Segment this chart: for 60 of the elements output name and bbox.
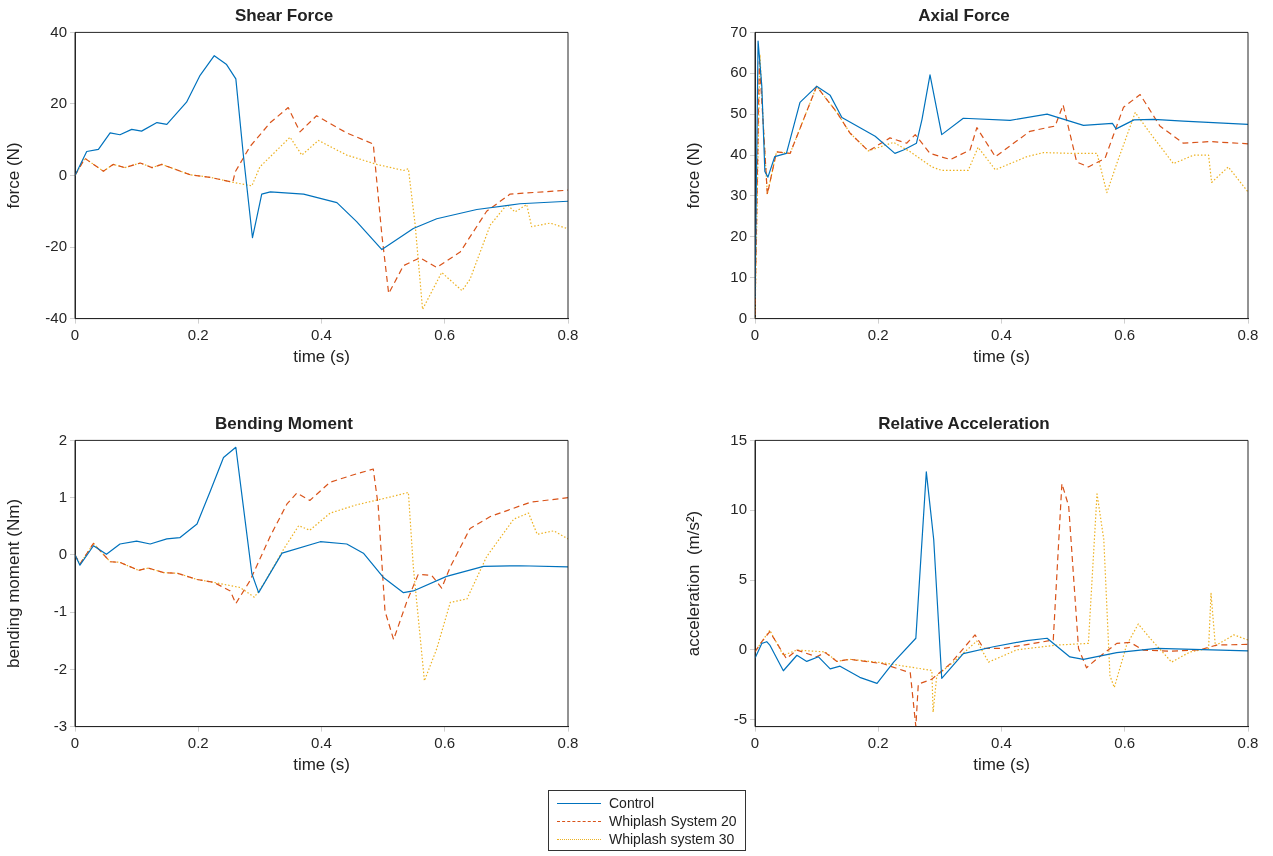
y-tick-label: -40	[45, 308, 67, 326]
legend-label: Whiplash System 20	[609, 813, 737, 829]
x-tick-label: 0.4	[991, 325, 1012, 343]
y-tick-label: 60	[730, 63, 747, 81]
x-axis-title: time (s)	[973, 347, 1030, 367]
y-axis-title: force (N)	[3, 142, 23, 209]
chart-title: Bending Moment	[215, 413, 354, 433]
chart-title: Shear Force	[234, 5, 334, 25]
y-axis-title: force (N)	[683, 142, 703, 209]
x-axis-title: time (s)	[973, 755, 1030, 775]
y-tick-label: 5	[738, 570, 747, 588]
y-tick-label: 0	[738, 639, 747, 657]
y-tick-label: -5	[733, 709, 747, 727]
x-tick-label: 0.8	[1237, 733, 1259, 751]
y-tick-label: 40	[730, 145, 747, 163]
line-series	[75, 468, 568, 641]
y-tick-label: 0	[58, 545, 67, 563]
x-tick-label: 0.6	[1114, 325, 1136, 343]
x-tick-label: 0.8	[557, 733, 579, 751]
x-tick-label: 0	[70, 325, 80, 343]
x-axis-title: time (s)	[293, 347, 350, 367]
y-tick-label: 20	[50, 94, 67, 112]
chart-title: Axial Force	[918, 5, 1010, 25]
legend-label: Whiplash system 30	[609, 831, 735, 847]
x-tick-label: 0.6	[434, 733, 456, 751]
y-tick-label: 20	[730, 226, 747, 244]
x-tick-label: 0	[70, 733, 80, 751]
x-axis-title: time (s)	[293, 755, 350, 775]
x-tick-label: 0.8	[1237, 325, 1259, 343]
y-tick-label: 50	[730, 104, 747, 122]
y-tick-label: 0	[738, 308, 747, 326]
x-tick-label: 0.6	[1114, 733, 1136, 751]
y-tick-label: 70	[730, 22, 747, 40]
y-tick-label: 1	[58, 487, 67, 505]
x-tick-label: 0.8	[557, 325, 579, 343]
y-tick-label: 2	[58, 430, 67, 448]
y-tick-label: 15	[730, 430, 747, 448]
y-tick-label: -3	[53, 716, 67, 734]
legend-label: Control	[609, 795, 655, 811]
x-tick-label: 0.4	[311, 733, 332, 751]
chart-title: Relative Acceleration	[878, 413, 1050, 433]
y-tick-label: -2	[53, 659, 67, 677]
y-tick-label: 0	[58, 165, 67, 183]
x-tick-label: 0.2	[867, 325, 889, 343]
y-tick-label: 40	[50, 22, 67, 40]
x-tick-label: 0.4	[311, 325, 332, 343]
y-tick-label: 10	[730, 267, 747, 285]
y-tick-label: -1	[53, 602, 67, 620]
x-tick-label: 0	[750, 325, 760, 343]
x-tick-label: 0.4	[991, 733, 1012, 751]
x-tick-label: 0.2	[187, 733, 209, 751]
y-axis-title: bending moment (Nm)	[3, 498, 23, 669]
y-tick-label: -20	[45, 237, 67, 255]
x-tick-label: 0.6	[434, 325, 456, 343]
y-tick-label: 30	[730, 186, 747, 204]
x-tick-label: 0.2	[187, 325, 209, 343]
x-tick-label: 0.2	[867, 733, 889, 751]
y-tick-label: 10	[730, 500, 747, 518]
y-axis-title: acceleration (m/s²)	[683, 510, 703, 657]
x-tick-label: 0	[750, 733, 760, 751]
